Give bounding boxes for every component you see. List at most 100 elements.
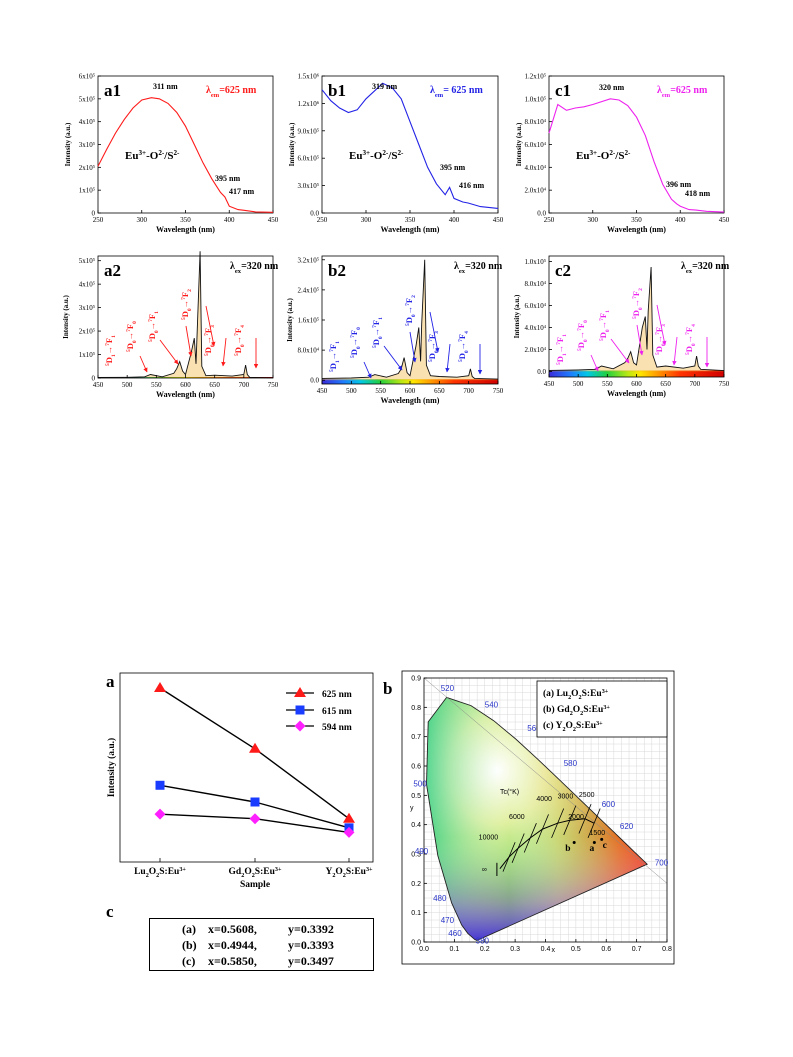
panel-a2-transition-label: 5D0→7F3 — [203, 325, 216, 356]
panel-b-isotemp-tick — [578, 803, 592, 834]
panel-b2-transition-label: 5D1→7F1 — [328, 341, 341, 372]
panel-a2-transition-label: 5D0→7F1 — [147, 311, 160, 342]
panel-b2-y-tick-label: 2.4x105 — [297, 286, 319, 295]
panel-b-spectral-locus — [426, 696, 648, 941]
panel-c2-transition-label: 5D0→7F0 — [576, 320, 589, 351]
panel-b-cct-label: 3000 — [558, 793, 574, 800]
panel-b1-peak-label: 319 nm — [372, 82, 397, 91]
panel-c2-spectrum-band — [549, 370, 724, 377]
panel-b1-x-tick-label: 400 — [449, 216, 460, 224]
panel-a1-x-tick-label: 450 — [268, 216, 279, 224]
panel-a-marker-594 — [154, 808, 166, 820]
panel-a-label: a — [106, 672, 115, 691]
panel-b-y-tick-label: 0.6 — [411, 764, 421, 771]
panel-b-cct-label: 2000 — [568, 814, 584, 821]
panel-a2-x-tick-label: 450 — [93, 381, 104, 389]
panel-c1-peak-label: 320 nm — [599, 83, 624, 92]
panel-b2-transition-arrow — [429, 311, 440, 353]
panel-a2-transition-arrow — [159, 339, 179, 365]
panel-b2-y-tick-label: 0.0 — [310, 377, 319, 385]
panel-b-wavelength-label: 560 — [527, 724, 541, 733]
panel-b-legend-entry: (c) Y2O2S:Eu3+ — [543, 720, 603, 733]
panel-b-isotemp-tick — [511, 833, 525, 863]
panel-b-isotemp-tick — [563, 805, 577, 836]
panel-c2-transition-arrow — [672, 336, 678, 366]
panel-b2-y-label: Intensity (a.u.) — [286, 297, 294, 341]
panel-b-cct-label: 6000 — [509, 814, 525, 821]
panel-b-y-tick-label: 0.3 — [411, 852, 421, 859]
panel-a2-y-tick-label: 2x105 — [79, 327, 96, 336]
panel-c1-label: c1 — [555, 81, 571, 100]
panel-b-x-tick-label: 0.0 — [419, 946, 429, 953]
panel-a1-y-tick-label: 4x105 — [79, 118, 96, 127]
panel-b2-x-tick-label: 450 — [317, 387, 328, 395]
panel-c2-lambda-text: λex=320 nm — [681, 261, 730, 275]
panel-a-marker-594 — [249, 813, 261, 825]
panel-b-y-tick-label: 0.5 — [411, 793, 421, 800]
panel-b2-spectrum-line — [321, 259, 499, 380]
panel-b1-x-tick-label: 250 — [317, 216, 328, 224]
coord-row-b: (b) x=0.4944, y=0.3393 — [182, 937, 334, 952]
panel-b2-transition-label: 5D0→7F0 — [349, 327, 362, 358]
panel-a2-x-tick-label: 550 — [151, 381, 162, 389]
panel-a2-transition-arrow — [139, 355, 148, 373]
cie-coordinates-box: (a) x=0.5608, y=0.3392 (b) x=0.4944, y=0.339… — [149, 918, 374, 971]
panel-b-x-tick-label: 0.8 — [662, 946, 672, 953]
panel-a2-transition-label: 5D1→7F1 — [104, 335, 117, 366]
panel-b1-y-tick-label: 1.2x106 — [297, 99, 319, 108]
panel-b1-x-tick-label: 450 — [493, 216, 504, 224]
panel-b2-transition-label: 5D0→7F1 — [371, 317, 384, 348]
panel-c2-x-tick-label: 500 — [573, 380, 584, 388]
panel-c1-x-tick-label: 400 — [675, 216, 686, 224]
panel-b-x-tick-label: 0.5 — [571, 946, 581, 953]
panel-b1-y-tick-label: 9.0x105 — [297, 127, 319, 136]
panel-b-wavelength-label: 620 — [620, 822, 634, 831]
panel-b-cct-label: 10000 — [479, 834, 499, 841]
panel-b1-y-tick-label: 3.0x105 — [297, 182, 319, 191]
panel-a1-y-label: Intensity (a.u.) — [64, 122, 72, 166]
panel-b-wavelength-label: 700 — [655, 859, 669, 868]
panel-c2-label: c2 — [555, 261, 571, 280]
panel-a-legend-marker — [294, 687, 306, 697]
panel-b2-transition-arrow — [383, 345, 403, 371]
panel-a1-peak-label: 311 nm — [153, 82, 178, 91]
panel-b1-x-label: Wavelength (nm) — [381, 225, 440, 234]
panel-b-wavelength-label: 380 — [476, 936, 490, 945]
panel-b1-peak-label: 395 nm — [440, 163, 465, 172]
panel-c2-x-tick-label: 750 — [719, 380, 730, 388]
panel-c2-x-tick-label: 700 — [690, 380, 701, 388]
panel-c2-transition-arrow — [610, 338, 630, 364]
panel-a2-spectrum-line — [97, 251, 274, 379]
panel-c2-transition-label: 5D0→7F1 — [598, 310, 611, 341]
panel-b2-transition-label: 5D0→7F2 — [404, 295, 417, 326]
panel-c2-transition-arrow — [636, 324, 644, 356]
panel-c2-x-tick-label: 650 — [660, 380, 671, 388]
panel-a1-x-tick-label: 400 — [224, 216, 235, 224]
panel-c2-x-tick-label: 550 — [602, 380, 613, 388]
panel-b1-y-label: Intensity (a.u.) — [288, 122, 296, 166]
panel-b-y-tick-label: 0.7 — [411, 734, 421, 741]
panel-a2-x-tick-label: 750 — [268, 381, 279, 389]
panel-a-marker-594 — [343, 826, 355, 838]
panel-c1-x-label: Wavelength (nm) — [607, 225, 666, 234]
panel-b1-spectrum-line — [321, 82, 499, 209]
panel-b1-x-tick-label: 300 — [361, 216, 372, 224]
panel-b-point-label: b — [565, 844, 570, 854]
panel-a2-y-label: Intensity (a.u.) — [62, 294, 70, 338]
panel-c1-y-tick-label: 0.0 — [537, 210, 546, 218]
panel-b-cct-label: 4000 — [536, 796, 552, 803]
panel-a-y-label: Intensity (a.u.) — [106, 738, 117, 797]
panel-a-category-label: Y2O2S:Eu3+ — [325, 867, 373, 879]
panel-a1-eu-label: Eu3+-O2-/S2- — [125, 149, 180, 162]
panel-c2-spectrum-line — [548, 266, 725, 372]
panel-b2-lambda-text: λex=320 nm — [454, 261, 503, 275]
panel-b-x-tick-label: 0.2 — [480, 946, 490, 953]
panel-b-wavelength-label: 470 — [441, 916, 455, 925]
panel-b-cct-label: ∞ — [482, 867, 487, 874]
panel-a1-y-tick-label: 3x105 — [79, 141, 96, 150]
panel-a-legend-text: 625 nm — [322, 690, 352, 700]
panel-b-wavelength-label: 480 — [433, 894, 447, 903]
panel-b-point-label: a — [590, 844, 595, 854]
panel-c-label: c — [106, 902, 114, 921]
